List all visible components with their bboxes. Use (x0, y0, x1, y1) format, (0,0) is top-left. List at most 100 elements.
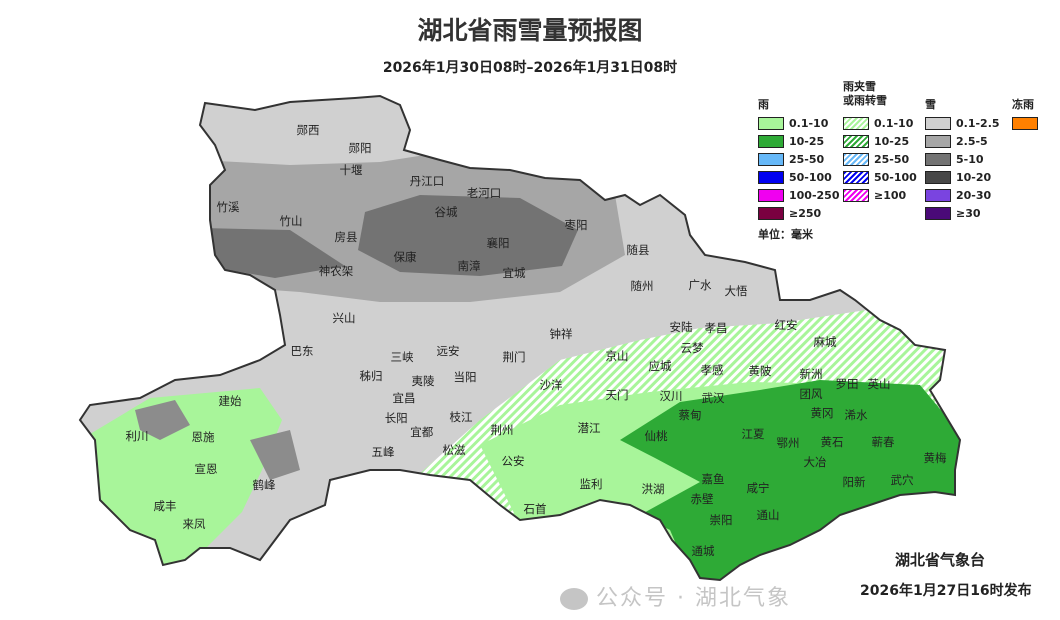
city-label: 十堰 (340, 163, 363, 177)
city-label: 京山 (606, 349, 629, 363)
legend-swatch (758, 117, 784, 130)
city-label: 南漳 (458, 259, 481, 273)
issue-time: 2026年1月27日16时发布 (860, 583, 1032, 599)
city-label: 公安 (502, 454, 525, 468)
city-label: 随州 (631, 279, 654, 293)
legend-label: ≥250 (789, 207, 822, 220)
issuer: 湖北省气象台 (895, 551, 986, 569)
city-label: 安陆 (670, 320, 693, 334)
city-label: 江夏 (742, 427, 765, 441)
city-label: 枝江 (450, 410, 473, 424)
city-label: 郧西 (297, 123, 320, 137)
legend-swatch (925, 189, 951, 202)
legend-item: 5-10 (925, 153, 984, 166)
legend-swatch (925, 207, 951, 220)
legend-label: 25-50 (789, 153, 825, 166)
legend-swatch (925, 117, 951, 130)
city-label: 孝感 (701, 363, 724, 377)
city-labels: 郧西郧阳十堰丹江口老河口竹溪竹山 谷城枣阳房县保康 襄阳 随县神农架 南漳 宜城随州 广水大… (126, 123, 947, 558)
legend-item (1012, 117, 1038, 130)
snow-2.5-5-patch-west2 (250, 430, 300, 480)
city-label: 当阳 (454, 370, 477, 384)
city-label: 新洲 (800, 367, 823, 381)
city-label: 蔡甸 (679, 408, 702, 422)
city-label: 三峡 (391, 350, 414, 364)
city-label: 石首 (524, 502, 547, 516)
city-label: 崇阳 (710, 513, 733, 527)
city-label: 建始 (219, 394, 242, 408)
city-label: 宜昌 (393, 391, 416, 405)
legend-label: 100-250 (789, 189, 840, 202)
city-label: 谷城 (435, 205, 458, 219)
legend-swatch (843, 171, 869, 184)
city-label: 鹤峰 (253, 478, 276, 492)
legend-label: 5-10 (956, 153, 984, 166)
city-label: 保康 (394, 250, 417, 264)
city-label: 罗田 (836, 377, 859, 391)
city-label: 蕲春 (872, 435, 895, 449)
legend-swatch (758, 207, 784, 220)
legend-label: 50-100 (789, 171, 832, 184)
rain-0.1-10-area-west (80, 388, 282, 570)
city-label: 麻城 (814, 335, 837, 349)
city-label: 应城 (649, 359, 672, 373)
city-label: 老河口 (467, 186, 502, 200)
legend-label: 25-50 (874, 153, 910, 166)
city-label: 红安 (775, 318, 798, 332)
city-label: 浠水 (845, 408, 868, 422)
legend-swatch (758, 135, 784, 148)
city-label: 英山 (868, 377, 891, 391)
city-label: 枣阳 (565, 218, 588, 232)
city-label: 通山 (757, 508, 780, 522)
legend-label: 10-25 (789, 135, 825, 148)
legend-swatch (925, 135, 951, 148)
city-label: 随县 (627, 243, 650, 257)
legend-swatch (758, 171, 784, 184)
legend-swatch (843, 135, 869, 148)
city-label: 咸宁 (747, 481, 770, 495)
legend-label: 2.5-5 (956, 135, 988, 148)
city-label: 孝昌 (705, 321, 728, 335)
city-label: 沙洋 (540, 378, 563, 392)
city-label: 云梦 (681, 341, 704, 355)
legend-item: 0.1-10 (758, 117, 828, 130)
snow-5-10-area-west (200, 228, 345, 278)
city-label: 宜城 (503, 266, 526, 280)
legend-item: 0.1-10 (843, 117, 913, 130)
legend-item: 0.1-2.5 (925, 117, 1000, 130)
city-label: 长阳 (385, 411, 408, 425)
city-label: 利川 (126, 429, 149, 443)
city-label: 通城 (692, 544, 715, 558)
city-label: 来凤 (183, 517, 206, 531)
city-label: 咸丰 (154, 499, 177, 513)
city-label: 洪湖 (642, 482, 665, 496)
legend-label: 10-25 (874, 135, 910, 148)
city-label: 神农架 (319, 264, 354, 278)
city-label: 宣恩 (195, 462, 218, 476)
city-label: 鄂州 (777, 436, 800, 450)
city-label: 荆州 (491, 423, 514, 437)
legend-swatch (843, 117, 869, 130)
legend-swatch (758, 189, 784, 202)
city-label: 黄石 (821, 435, 844, 449)
city-label: 赤壁 (691, 492, 714, 506)
legend-label: 0.1-10 (874, 117, 914, 130)
legend-swatch (843, 189, 869, 202)
city-label: 团风 (800, 387, 823, 401)
wechat-icon (560, 588, 588, 610)
legend-label: ≥30 (956, 207, 981, 220)
city-label: 房县 (335, 230, 358, 244)
city-label: 兴山 (333, 311, 356, 325)
city-label: 广水 (689, 278, 712, 292)
city-label: 阳新 (843, 475, 866, 489)
legend-item: 2.5-5 (925, 135, 988, 148)
city-label: 远安 (437, 344, 460, 358)
snow-5-10-area (358, 195, 578, 276)
city-label: 黄梅 (924, 451, 947, 465)
legend-item: 20-30 (925, 189, 991, 202)
city-label: 仙桃 (645, 429, 668, 443)
legend-item: 50-100 (758, 171, 832, 184)
map-title: 湖北省雨雪量预报图 (417, 16, 643, 45)
legend-swatch (758, 153, 784, 166)
legend-label: 0.1-2.5 (956, 117, 1000, 130)
